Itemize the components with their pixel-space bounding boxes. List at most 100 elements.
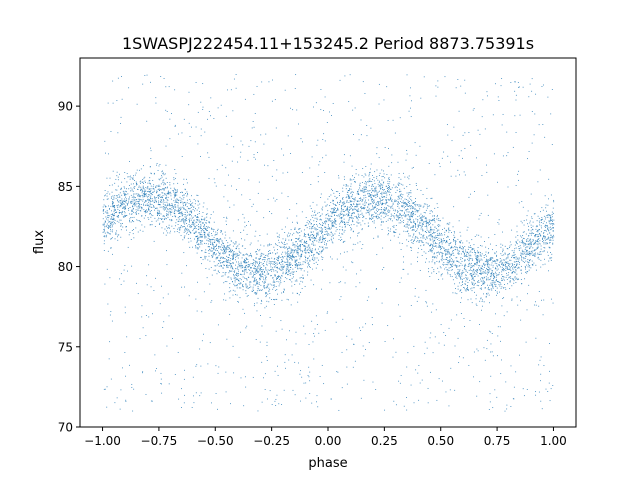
data-point: [452, 261, 454, 262]
data-point: [196, 194, 198, 196]
data-point: [429, 235, 431, 237]
data-point: [452, 250, 454, 252]
data-point: [368, 173, 370, 175]
data-point: [506, 274, 508, 276]
data-point: [318, 253, 320, 255]
data-point: [451, 259, 453, 261]
data-point: [336, 229, 338, 231]
data-point: [421, 220, 423, 222]
data-point: [338, 239, 340, 240]
data-point: [533, 262, 535, 264]
data-point: [368, 199, 370, 201]
data-point: [233, 251, 235, 253]
data-point: [175, 207, 177, 209]
data-point: [142, 198, 144, 200]
data-point: [361, 199, 363, 201]
data-point: [252, 288, 254, 290]
data-point: [139, 196, 141, 198]
data-point: [365, 181, 366, 183]
data-point: [321, 250, 323, 252]
data-point: [375, 203, 377, 205]
data-point: [536, 236, 538, 238]
data-point: [159, 222, 161, 224]
data-point: [240, 238, 242, 240]
data-point: [413, 233, 415, 235]
data-point: [373, 202, 374, 204]
data-point: [162, 208, 164, 210]
data-point: [314, 239, 316, 241]
data-point: [379, 185, 381, 187]
data-point: [250, 281, 252, 283]
data-point: [160, 213, 162, 215]
data-point: [474, 276, 475, 278]
data-point: [147, 191, 149, 193]
data-point: [381, 194, 383, 196]
data-point: [208, 240, 210, 242]
data-point: [155, 201, 157, 203]
data-point: [393, 184, 395, 186]
data-point: [112, 217, 114, 219]
data-point: [222, 275, 224, 277]
data-point: [321, 251, 322, 252]
data-point: [322, 240, 324, 242]
data-point: [175, 200, 177, 202]
data-point: [208, 252, 210, 254]
data-point: [503, 269, 505, 270]
data-point: [518, 249, 520, 251]
data-point: [258, 282, 260, 284]
data-point: [547, 238, 549, 240]
data-point: [507, 254, 509, 256]
data-point: [545, 242, 547, 244]
data-point: [332, 225, 334, 226]
data-point: [278, 276, 279, 278]
data-point: [358, 210, 360, 212]
data-point: [351, 213, 353, 215]
data-point: [161, 219, 162, 221]
data-point: [536, 220, 538, 222]
data-point: [388, 165, 390, 167]
data-point: [385, 199, 387, 201]
data-point: [425, 217, 427, 219]
data-point: [542, 251, 544, 253]
data-point: [199, 243, 201, 245]
data-point: [249, 281, 251, 282]
data-point: [246, 264, 247, 266]
data-point: [132, 201, 134, 203]
data-point: [206, 216, 208, 218]
data-point: [409, 235, 411, 237]
data-point: [271, 268, 273, 270]
data-point: [187, 237, 189, 239]
data-point: [537, 229, 539, 231]
data-point: [479, 253, 481, 255]
data-point: [191, 212, 193, 214]
data-point: [480, 271, 482, 273]
data-point: [548, 227, 550, 229]
data-point: [169, 212, 171, 214]
data-point: [215, 246, 217, 248]
data-point: [356, 218, 358, 219]
data-point: [489, 284, 491, 286]
data-point: [278, 255, 280, 257]
data-point: [324, 241, 326, 243]
data-point: [402, 200, 404, 202]
data-point: [298, 240, 300, 242]
data-point: [311, 226, 313, 228]
data-point: [196, 221, 198, 223]
data-point: [537, 246, 539, 248]
data-point: [208, 221, 210, 223]
data-point: [527, 241, 529, 242]
data-point: [449, 274, 451, 275]
data-point: [512, 271, 513, 273]
data-point: [182, 203, 184, 205]
data-point: [381, 193, 383, 195]
data-point: [488, 266, 490, 268]
data-point: [103, 243, 105, 245]
data-point: [522, 241, 524, 243]
data-point: [403, 207, 405, 209]
data-point: [449, 263, 451, 265]
data-point: [128, 198, 130, 200]
data-point: [256, 269, 258, 271]
data-point: [390, 174, 392, 176]
data-point: [157, 189, 159, 190]
data-point: [119, 206, 121, 208]
